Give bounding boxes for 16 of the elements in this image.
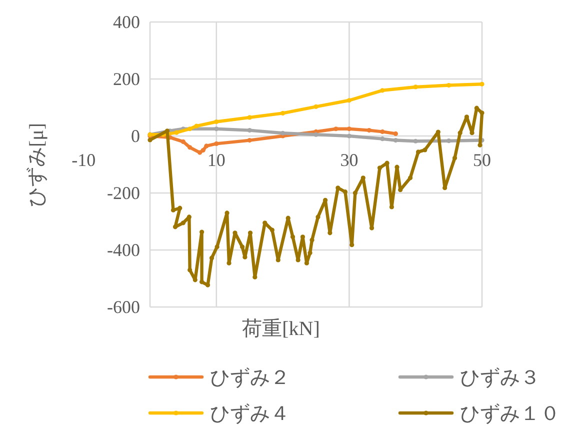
- legend-label: ひずみ１０: [460, 403, 560, 425]
- y-tick-label: -200: [107, 183, 140, 203]
- x-tick-label: 10: [207, 150, 226, 170]
- y-tick-label: -600: [107, 297, 140, 317]
- y-tick-label: -400: [107, 240, 140, 260]
- y-tick-label: 400: [113, 12, 140, 32]
- legend-label: ひずみ２: [210, 367, 290, 389]
- x-axis-title: 荷重[kN]: [242, 318, 320, 340]
- x-tick-label: 30: [340, 150, 358, 170]
- legend-label: ひずみ４: [210, 403, 290, 425]
- legend-label: ひずみ３: [460, 367, 540, 389]
- x-tick-label: 50: [473, 150, 491, 170]
- x-tick-label: -10: [72, 150, 96, 170]
- y-tick-label: 0: [131, 126, 140, 146]
- y-axis-title: ひずみ[μ]: [26, 122, 48, 208]
- y-tick-label: 200: [113, 69, 140, 89]
